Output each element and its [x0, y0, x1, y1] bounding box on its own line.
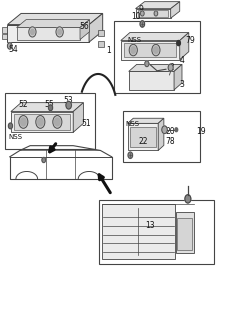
- Text: 19: 19: [196, 127, 205, 136]
- Text: 20: 20: [165, 126, 174, 135]
- Text: 22: 22: [138, 137, 147, 146]
- Circle shape: [153, 11, 157, 16]
- Circle shape: [161, 126, 167, 133]
- Bar: [2, 34, 7, 39]
- Circle shape: [53, 116, 62, 128]
- Circle shape: [174, 128, 177, 132]
- Circle shape: [144, 61, 148, 67]
- Bar: [98, 41, 103, 47]
- Text: 53: 53: [64, 96, 73, 105]
- Circle shape: [176, 41, 180, 46]
- Polygon shape: [80, 20, 89, 40]
- Polygon shape: [135, 9, 170, 18]
- Bar: [175, 212, 193, 253]
- Polygon shape: [17, 28, 80, 40]
- Circle shape: [29, 27, 36, 37]
- Circle shape: [139, 21, 144, 27]
- Circle shape: [168, 64, 172, 71]
- Circle shape: [151, 44, 159, 56]
- Bar: [2, 28, 7, 33]
- Text: 78: 78: [165, 137, 174, 146]
- Polygon shape: [73, 103, 83, 132]
- Circle shape: [128, 152, 132, 158]
- Bar: [14, 114, 69, 130]
- Circle shape: [30, 29, 34, 35]
- Bar: [114, 21, 199, 93]
- Circle shape: [58, 29, 61, 35]
- Polygon shape: [158, 118, 163, 150]
- Bar: [137, 10, 168, 17]
- Circle shape: [66, 101, 71, 109]
- Polygon shape: [170, 2, 179, 18]
- Text: NSS: NSS: [8, 134, 22, 140]
- Bar: [5, 93, 94, 149]
- Polygon shape: [89, 13, 102, 42]
- Text: NSS: NSS: [127, 37, 141, 43]
- Circle shape: [7, 43, 12, 49]
- Circle shape: [129, 44, 137, 56]
- Circle shape: [184, 195, 190, 203]
- Text: 79: 79: [184, 36, 194, 45]
- Circle shape: [36, 116, 45, 128]
- Circle shape: [48, 105, 52, 111]
- Circle shape: [153, 47, 158, 53]
- Text: 55: 55: [44, 100, 54, 109]
- Bar: [129, 126, 155, 147]
- Text: 1: 1: [106, 46, 110, 55]
- Bar: [99, 200, 213, 264]
- Polygon shape: [120, 33, 188, 41]
- Polygon shape: [120, 41, 179, 60]
- Text: 2: 2: [169, 63, 173, 72]
- Bar: [124, 43, 175, 57]
- Polygon shape: [173, 64, 181, 90]
- Text: 4: 4: [179, 56, 184, 65]
- Text: 3: 3: [179, 80, 184, 89]
- Bar: [176, 218, 191, 250]
- Polygon shape: [7, 25, 89, 42]
- Text: 56: 56: [79, 22, 89, 31]
- Circle shape: [56, 27, 63, 37]
- Text: 13: 13: [145, 221, 154, 230]
- Text: 54: 54: [8, 44, 18, 54]
- Bar: [102, 204, 174, 260]
- Polygon shape: [127, 123, 158, 150]
- Polygon shape: [127, 118, 163, 123]
- Polygon shape: [7, 13, 102, 25]
- Circle shape: [42, 157, 45, 163]
- Bar: [123, 111, 199, 162]
- Circle shape: [131, 47, 135, 53]
- Text: 10: 10: [130, 12, 140, 21]
- Polygon shape: [17, 20, 89, 28]
- Text: NSS: NSS: [125, 121, 138, 127]
- Polygon shape: [179, 33, 188, 60]
- Text: 51: 51: [81, 119, 90, 128]
- Polygon shape: [128, 64, 181, 71]
- Circle shape: [54, 118, 60, 126]
- Circle shape: [19, 116, 28, 128]
- Polygon shape: [128, 71, 173, 90]
- Circle shape: [21, 118, 26, 126]
- Text: 52: 52: [18, 100, 28, 109]
- Circle shape: [8, 123, 12, 129]
- Polygon shape: [11, 112, 73, 132]
- Bar: [98, 30, 103, 36]
- Circle shape: [140, 11, 143, 16]
- Bar: [67, 103, 70, 108]
- Text: 9: 9: [138, 5, 143, 14]
- Circle shape: [37, 118, 43, 126]
- Polygon shape: [11, 103, 83, 112]
- Polygon shape: [135, 2, 179, 9]
